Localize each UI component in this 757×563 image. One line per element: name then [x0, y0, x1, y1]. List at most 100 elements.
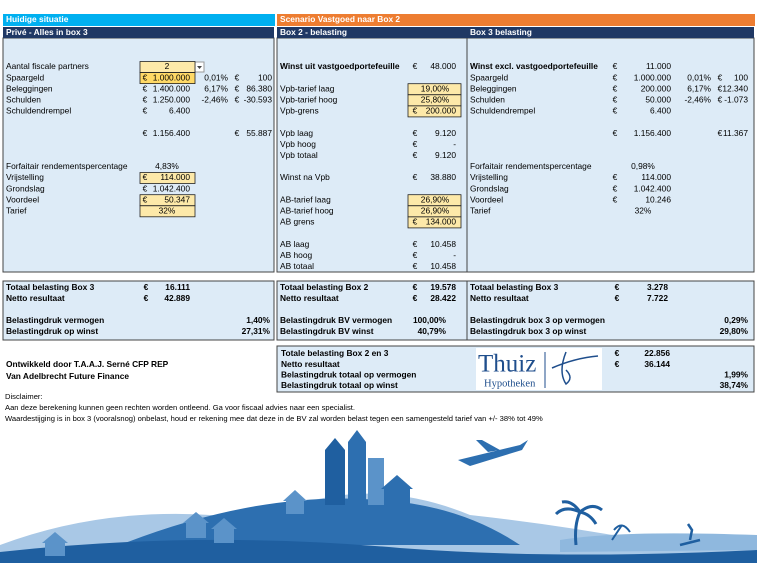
row-label: Grondslag [6, 183, 45, 193]
ratio-value: 40,79% [418, 326, 447, 336]
cell-value: € [613, 83, 618, 93]
cell-value: 86.380 [246, 83, 272, 93]
cell-value: 1.250.000 [153, 95, 191, 105]
summary-box [2, 280, 275, 341]
cell-value: € [235, 128, 240, 138]
cell-value: € [143, 172, 148, 182]
summary-label: Totaal belasting Box 2 [280, 282, 369, 292]
cell-value: 2 [165, 61, 170, 71]
section-bar [3, 27, 274, 38]
cell-value: € [613, 61, 618, 71]
cell-value: -2,46% [684, 95, 711, 105]
summary-value: 7.722 [647, 293, 668, 303]
header-bar [277, 14, 755, 26]
cell-value: € [143, 183, 148, 193]
cell-value: -30.593 [244, 95, 273, 105]
summary-label: Totaal belasting Box 3 [470, 282, 559, 292]
ratio-value: 29,80% [720, 326, 749, 336]
disclaimer: Aan deze berekening kunnen geen rechten … [5, 403, 355, 412]
row-label: AB grens [280, 217, 314, 227]
cell-value: 134.000 [426, 217, 457, 227]
row-label: AB-tarief hoog [280, 206, 334, 216]
cell-value: € [413, 150, 418, 160]
total-value: € [615, 359, 620, 369]
row-label: AB hoog [280, 250, 312, 260]
cell-value: - [453, 250, 456, 260]
summary-value: € [144, 282, 149, 292]
row-label: Aantal fiscale partners [6, 61, 89, 71]
ratio-label: Belastingdruk box 3 op winst [470, 326, 587, 336]
ratio-label: Belastingdruk op winst [6, 326, 98, 336]
cell-value: € [143, 106, 148, 116]
row-label: Beleggingen [470, 83, 517, 93]
summary-value: 42.889 [164, 293, 190, 303]
cell-value: -2,46% [201, 95, 228, 105]
section-title: Box 3 belasting [470, 27, 532, 37]
cell-value: 0,01% [687, 72, 711, 82]
row-label: Voordeel [470, 194, 503, 204]
credit: Van Adelbrecht Future Finance [6, 371, 129, 381]
input-cell [407, 105, 462, 118]
total-value: 1,99% [724, 369, 748, 379]
cell-value: 25,80% [421, 95, 450, 105]
cell-value: € [613, 194, 618, 204]
cell-value: 4,83% [155, 161, 179, 171]
cell-value: 1.000.000 [634, 72, 672, 82]
row-label: Winst na Vpb [280, 172, 330, 182]
input-cell [139, 172, 196, 184]
input-cell [139, 205, 196, 218]
row-label: Vrijstelling [470, 172, 508, 182]
row-label: Schuldendrempel [470, 106, 535, 116]
cell-value: € [413, 217, 418, 227]
ratio-label: Belastingdruk BV vermogen [280, 315, 392, 325]
cell-value: 100 [258, 72, 272, 82]
summary-value: 3.278 [647, 282, 668, 292]
cell-value: 55.887 [246, 128, 272, 138]
summary-value: 16.111 [165, 282, 190, 292]
cell-value: 10.458 [430, 261, 456, 271]
cell-value: 50.000 [645, 95, 671, 105]
cell-value: € [235, 72, 240, 82]
cell-value: 26,90% [421, 194, 450, 204]
cell-value: € [413, 239, 418, 249]
cell-value: 32% [635, 206, 652, 216]
logo-area [476, 348, 602, 390]
row-label: Vpb-tarief hoog [280, 95, 338, 105]
row-label: Schuldendrempel [6, 106, 71, 116]
disclaimer: Disclaimer: [5, 392, 43, 401]
cell-value: € [143, 194, 148, 204]
row-label: Winst uit vastgoedportefeuille [280, 61, 400, 71]
total-value: € [615, 348, 620, 358]
ratio-label: Belastingdruk BV winst [280, 326, 374, 336]
cell-value: 1.042.400 [634, 183, 672, 193]
row-label: Tarief [6, 206, 27, 216]
ratio-value: 27,31% [242, 326, 271, 336]
cell-value: € [718, 83, 723, 93]
input-cell [139, 72, 196, 84]
cell-value: 11.367 [723, 128, 748, 138]
row-label: AB-tarief laag [280, 194, 331, 204]
row-label: Vpb totaal [280, 150, 318, 160]
row-label: Vpb-grens [280, 106, 319, 116]
cell-value: € [235, 83, 240, 93]
row-label: Winst excl. vastgoedportefeuille [470, 61, 598, 71]
ratio-value: 1,40% [246, 315, 270, 325]
input-cell [407, 216, 462, 229]
cell-value: 1.000.000 [153, 72, 191, 82]
header-bar [3, 14, 275, 26]
cell-value: € [413, 172, 418, 182]
cell-value: 200.000 [641, 83, 672, 93]
cell-value: 200.000 [426, 106, 457, 116]
cell-value: € [613, 106, 618, 116]
summary-value: € [413, 282, 418, 292]
logo-tagline: Hypotheken [484, 378, 536, 389]
row-label: Spaargeld [6, 72, 45, 82]
cell-value: € [613, 183, 618, 193]
row-label: Vpb hoog [280, 139, 316, 149]
cell-value: € [413, 61, 418, 71]
total-value: 38,74% [720, 380, 749, 390]
cell-value: -1.073 [724, 95, 748, 105]
cell-value: € [143, 72, 148, 82]
cell-value: 1.042.400 [153, 183, 191, 193]
row-label: Vrijstelling [6, 172, 44, 182]
